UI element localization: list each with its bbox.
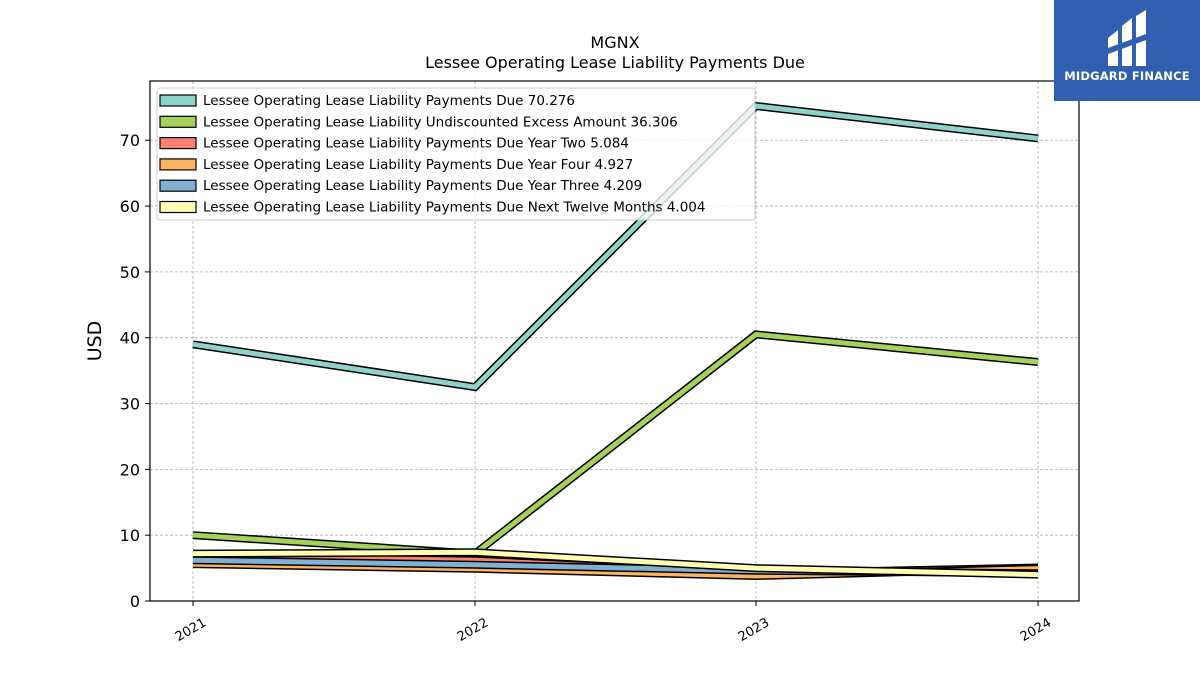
legend-entry: Lessee Operating Lease Liability Payment… (203, 93, 575, 109)
series-line (192, 549, 1039, 578)
y-tick-label: 10 (120, 526, 140, 545)
legend-swatch (159, 137, 197, 150)
legend-swatch (159, 115, 197, 128)
x-tick-label: 2024 (1018, 615, 1054, 645)
legend-box (156, 87, 756, 221)
logo-mark-icon (1108, 10, 1146, 66)
chart-subtitle: Lessee Operating Lease Liability Payment… (425, 53, 805, 72)
legend-entry: Lessee Operating Lease Liability Payment… (203, 136, 629, 152)
y-tick-label: 70 (120, 131, 140, 150)
y-tick-label: 60 (120, 197, 140, 216)
series-lines (192, 101, 1039, 580)
legend-swatch (159, 200, 197, 214)
legend-entry: Lessee Operating Lease Liability Payment… (203, 157, 633, 173)
y-tick-label: 20 (120, 460, 140, 479)
legend-entry: Lessee Operating Lease Liability Payment… (203, 200, 705, 216)
legend-swatch (159, 94, 197, 107)
legend-entry: Lessee Operating Lease Liability Payment… (203, 178, 642, 194)
y-tick-label: 50 (120, 263, 140, 282)
midgard-finance-logo: MIDGARD FINANCE (1054, 0, 1200, 101)
logo-text: MIDGARD FINANCE (1064, 69, 1190, 83)
legend-swatch (159, 158, 197, 171)
x-tick-label: 2022 (455, 615, 491, 645)
y-tick-label: 40 (120, 329, 140, 348)
chart-title: MGNX (590, 33, 639, 52)
y-axis-label: USD (84, 321, 106, 362)
y-tick-label: 0 (130, 592, 140, 611)
legend-swatch (159, 179, 197, 192)
series-line (192, 331, 1039, 557)
legend-entry: Lessee Operating Lease Liability Undisco… (203, 114, 678, 130)
y-tick-label: 30 (120, 395, 140, 414)
plot-frame (149, 80, 1080, 602)
x-tick-label: 2021 (173, 615, 209, 645)
series-line (192, 103, 1039, 390)
legend: Lessee Operating Lease Liability Payment… (156, 87, 756, 221)
x-tick-label: 2023 (736, 615, 772, 645)
